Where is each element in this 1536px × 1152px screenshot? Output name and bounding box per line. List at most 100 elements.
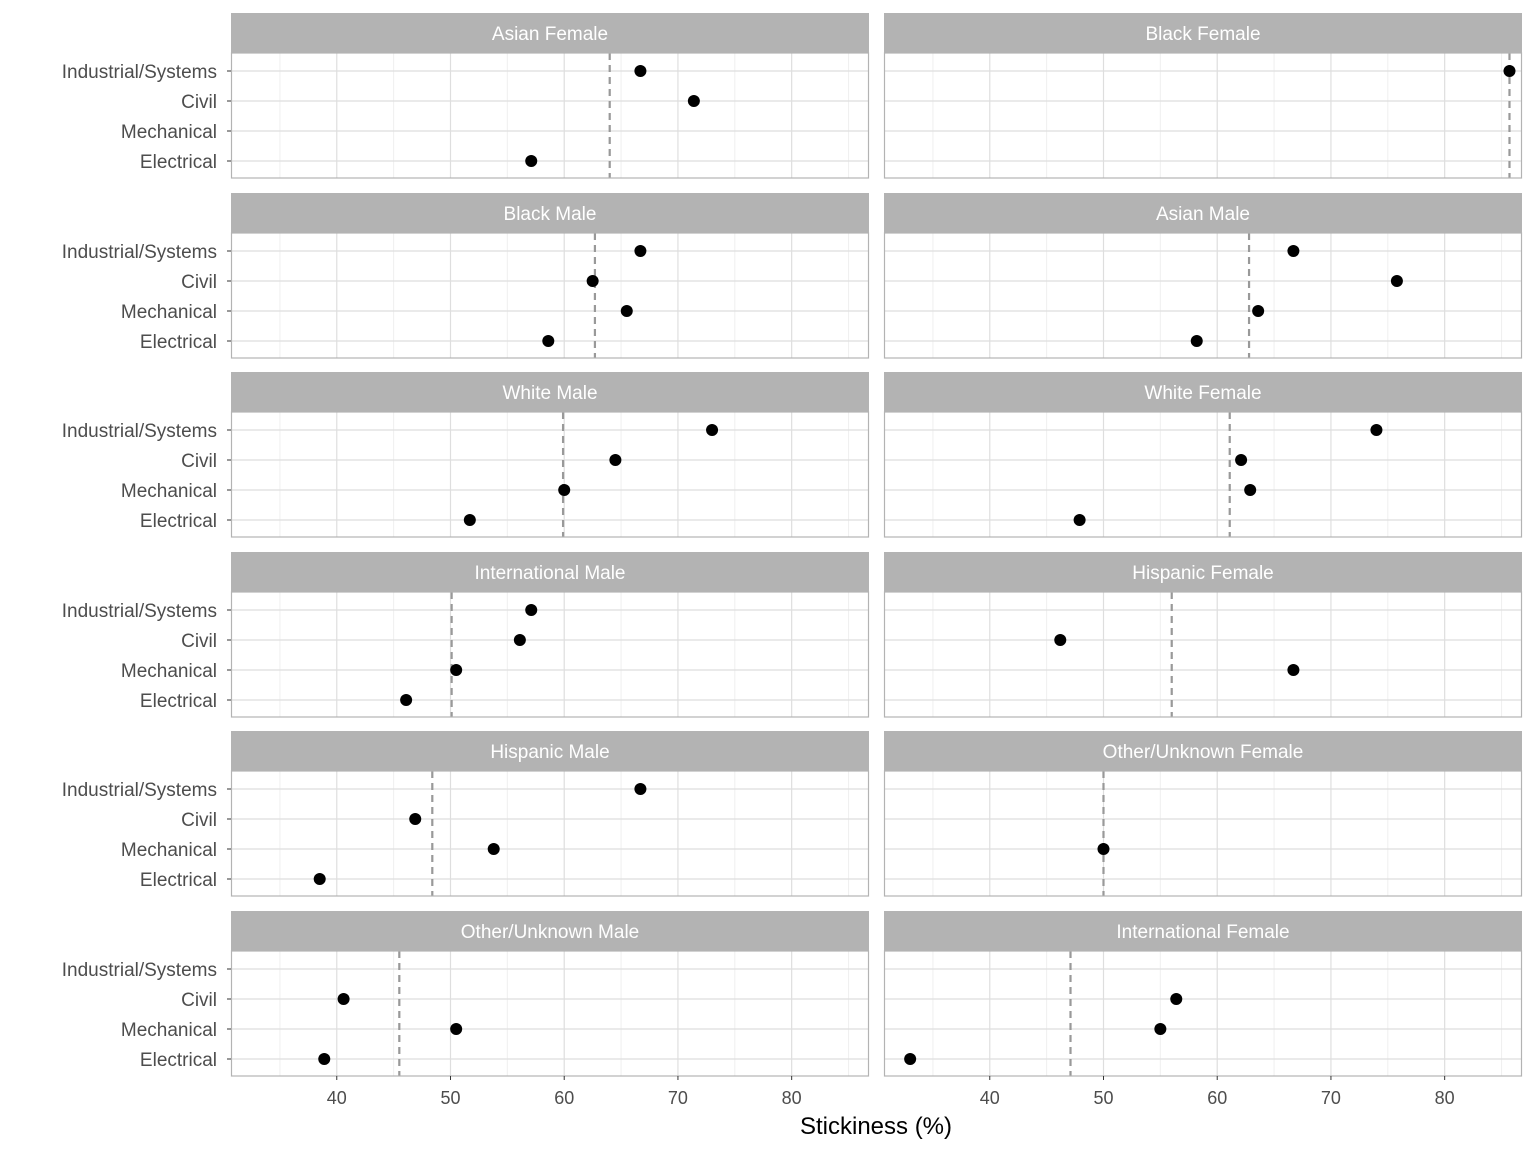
y-tick-label: Electrical: [140, 511, 217, 532]
y-tick-label: Civil: [181, 272, 217, 293]
point-mechanical: [1154, 1023, 1167, 1035]
facet-strip: [231, 731, 869, 771]
y-tick-label: Industrial/Systems: [62, 780, 217, 801]
panel-background: [884, 771, 1522, 896]
point-civil: [409, 813, 422, 825]
facet-panel: White Female: [883, 372, 1523, 538]
point-civil: [1235, 454, 1248, 466]
point-mechanical: [1244, 484, 1257, 496]
point-mechanical: [558, 484, 571, 496]
point-civil: [609, 454, 622, 466]
facet-strip: [231, 552, 869, 592]
panel-background: [231, 53, 869, 178]
facet-panel: Hispanic Male Industrial/Systems Civil Mech…: [62, 731, 870, 897]
point-mechanical: [620, 305, 633, 317]
point-civil: [687, 95, 700, 107]
point-industrial-systems: [634, 783, 647, 795]
facet-panel: Asian Male: [883, 193, 1523, 359]
point-electrical: [400, 694, 413, 706]
facet-title: International Male: [474, 563, 625, 584]
point-civil: [1054, 634, 1067, 646]
point-industrial-systems: [1287, 245, 1300, 257]
facet-title: Other/Unknown Male: [461, 922, 639, 943]
y-tick-label: Electrical: [140, 1050, 217, 1071]
point-mechanical: [487, 843, 500, 855]
y-tick-label: Electrical: [140, 870, 217, 891]
point-civil: [1170, 993, 1183, 1005]
y-tick-label: Mechanical: [121, 481, 217, 502]
point-electrical: [904, 1053, 917, 1065]
point-industrial-systems: [525, 604, 538, 616]
point-mechanical: [1287, 664, 1300, 676]
facet-panel: International Male Industrial/Systems Civi…: [62, 552, 870, 718]
panel-background: [231, 771, 869, 896]
y-tick-label: Mechanical: [121, 661, 217, 682]
point-mechanical: [450, 1023, 463, 1035]
facet-strip: [231, 372, 869, 412]
facet-strip: [884, 731, 1522, 771]
panel-background: [884, 951, 1522, 1076]
facet-title: Black Female: [1145, 24, 1260, 45]
point-civil: [586, 275, 599, 287]
y-tick-label: Mechanical: [121, 122, 217, 143]
facet-title: Asian Male: [1156, 204, 1250, 225]
facet-strip: [231, 911, 869, 951]
y-tick-label: Electrical: [140, 332, 217, 353]
facet-strip: [884, 13, 1522, 53]
facet-title: White Male: [502, 383, 597, 404]
y-tick-label: Civil: [181, 631, 217, 652]
facet-strip: [884, 193, 1522, 233]
point-electrical: [463, 514, 476, 526]
point-civil: [513, 634, 526, 646]
y-tick-label: Industrial/Systems: [62, 62, 217, 83]
point-electrical: [1190, 335, 1203, 347]
point-electrical: [525, 155, 538, 167]
y-tick-label: Mechanical: [121, 840, 217, 861]
y-tick-label: Civil: [181, 990, 217, 1011]
facet-title: White Female: [1144, 383, 1261, 404]
facet-panel: International Female 40 50 60 70 80: [883, 911, 1523, 1108]
x-tick-label: 70: [1321, 1088, 1341, 1108]
point-industrial-systems: [634, 65, 647, 77]
point-mechanical: [1097, 843, 1110, 855]
x-tick-label: 40: [980, 1088, 1000, 1108]
x-tick-label: 70: [668, 1088, 688, 1108]
facet-panel: Asian Female Industrial/Systems Civil Mecha…: [62, 13, 870, 179]
point-industrial-systems: [706, 424, 719, 436]
x-tick-label: 40: [327, 1088, 347, 1108]
panel-background: [884, 412, 1522, 537]
y-tick-label: Industrial/Systems: [62, 601, 217, 622]
y-tick-label: Civil: [181, 92, 217, 113]
y-tick-label: Industrial/Systems: [62, 960, 217, 981]
panel-background: [884, 592, 1522, 717]
point-electrical: [318, 1053, 331, 1065]
panel-background: [231, 592, 869, 717]
point-mechanical: [450, 664, 463, 676]
x-tick-label: 60: [554, 1088, 574, 1108]
point-industrial-systems: [1503, 65, 1516, 77]
x-tick-label: 80: [1435, 1088, 1455, 1108]
point-electrical: [1073, 514, 1086, 526]
facet-title: Other/Unknown Female: [1103, 742, 1304, 763]
facet-panel: Other/Unknown Female: [883, 731, 1523, 897]
point-mechanical: [1252, 305, 1265, 317]
facet-panel: Hispanic Female: [883, 552, 1523, 718]
point-civil: [337, 993, 350, 1005]
point-electrical: [313, 873, 326, 885]
point-industrial-systems: [634, 245, 647, 257]
point-electrical: [542, 335, 555, 347]
facet-panel: Black Male Industrial/Systems Civil Mechani…: [62, 193, 870, 359]
facet-panel: Black Female: [883, 13, 1523, 179]
y-tick-label: Mechanical: [121, 302, 217, 323]
facet-strip: [884, 372, 1522, 412]
facet-title: Hispanic Female: [1132, 563, 1274, 584]
facet-title: Asian Female: [492, 24, 608, 45]
x-tick-label: 80: [782, 1088, 802, 1108]
y-tick-label: Civil: [181, 451, 217, 472]
facet-strip: [884, 911, 1522, 951]
panel-background: [231, 412, 869, 537]
y-tick-label: Electrical: [140, 691, 217, 712]
facet-panel: Other/Unknown Male Industrial/Systems Civi…: [62, 911, 870, 1108]
panel-background: [884, 233, 1522, 358]
